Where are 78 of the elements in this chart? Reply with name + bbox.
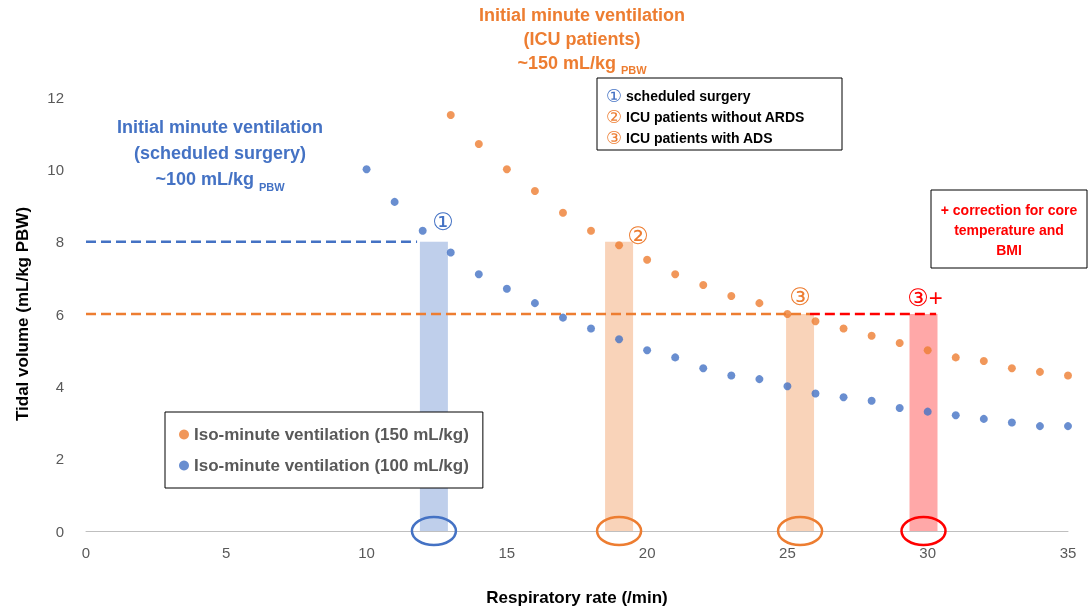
x-axis-title: Respiratory rate (/min): [486, 588, 668, 607]
x-tick-label: 20: [638, 544, 656, 561]
y-tick-label: 10: [47, 160, 64, 178]
point: [783, 310, 792, 318]
point: [643, 346, 652, 355]
point: [699, 281, 708, 290]
x-tick-label: 25: [779, 544, 796, 561]
text: Initial minute ventilation (ICU patients) ~150 mL/kg PBW: [478, 5, 686, 76]
point: [587, 324, 596, 333]
annotation: + correction for core temperature and BMI: [940, 202, 1078, 258]
point: [530, 187, 539, 196]
annotation: ①: [432, 207, 454, 235]
legend-label: Iso-minute ventilation (100 mL/kg): [194, 456, 469, 475]
point: [867, 396, 876, 405]
x-tick-label: 5: [222, 544, 231, 561]
x-tick-label: 35: [1059, 544, 1077, 561]
point: [1007, 418, 1016, 427]
annotation: ③+: [907, 283, 943, 311]
point: [615, 335, 624, 344]
point: [558, 208, 567, 217]
legend-label: Iso-minute ventilation (150 mL/kg): [194, 425, 469, 444]
point: [362, 165, 371, 174]
point: [755, 299, 764, 308]
point: [390, 197, 399, 206]
point: [446, 248, 455, 257]
point: [1064, 422, 1072, 431]
point: [923, 407, 932, 416]
point: [811, 389, 820, 398]
point: [979, 357, 988, 366]
y-tick-label: 4: [55, 377, 64, 395]
y-tick-label: 12: [47, 88, 64, 106]
x-tick-label: 10: [358, 544, 375, 561]
point: [558, 313, 567, 322]
point: [502, 284, 511, 293]
point: [811, 317, 820, 326]
point: [783, 382, 792, 391]
point: [474, 140, 483, 149]
y-tick-label: 6: [55, 305, 64, 323]
point: [951, 411, 960, 420]
point: [474, 270, 483, 279]
annotation: ③: [789, 282, 811, 310]
point: [502, 165, 511, 174]
point: [1064, 371, 1072, 380]
point: [671, 353, 680, 362]
x-tick-label: 30: [919, 544, 937, 561]
point: [530, 299, 539, 308]
point: [951, 353, 960, 362]
point: [727, 291, 736, 300]
y-tick-label: 0: [55, 522, 64, 540]
point: [699, 364, 708, 373]
y-axis-title: Tidal volume (mL/kg PBW): [13, 206, 32, 422]
point: [839, 393, 848, 402]
point: [446, 111, 455, 120]
x-tick-label: 15: [498, 544, 516, 561]
point: [615, 241, 624, 250]
annotation: ②: [627, 221, 649, 249]
annotation: ① scheduled surgery: [606, 86, 751, 106]
point: [755, 375, 764, 384]
point: [587, 226, 596, 235]
point: [1007, 364, 1016, 373]
point: [895, 404, 904, 413]
point: [727, 371, 736, 380]
point: [867, 331, 876, 340]
annotation: ③ ICU patients with ADS: [606, 128, 773, 148]
point: [895, 338, 904, 347]
point: [418, 226, 427, 235]
point: [1035, 422, 1044, 431]
y-tick-label: 2: [55, 450, 64, 468]
point: [979, 414, 988, 423]
y-tick-label: 8: [55, 233, 64, 251]
point: [643, 255, 652, 264]
x-tick-label: 0: [81, 544, 91, 561]
point: [671, 270, 680, 279]
point: [923, 346, 932, 355]
annotation: ② ICU patients without ARDS: [606, 107, 805, 127]
point: [839, 324, 848, 333]
annotation: Initial minute ventilation (scheduled surgery) ~100 mL/kg PBW: [116, 117, 324, 193]
point: [1035, 367, 1044, 376]
